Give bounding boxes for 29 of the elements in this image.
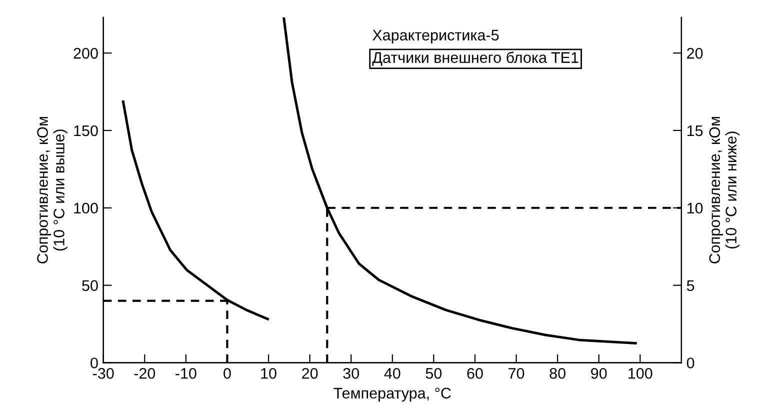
text: Датчики внешнего блока TE1 bbox=[372, 52, 578, 66]
x-tick-label: -20 bbox=[134, 368, 156, 379]
y2-tick-label: 20 bbox=[687, 48, 703, 59]
y-tick-label: 150 bbox=[74, 125, 98, 136]
x-tick-label: 80 bbox=[550, 368, 566, 379]
y-tick-label: 100 bbox=[74, 202, 98, 214]
y2-tick-label: 0 bbox=[686, 358, 694, 368]
x-tick-label: 20 bbox=[302, 368, 318, 379]
x-tick-label: 50 bbox=[426, 368, 442, 379]
y2-tick-label: 15 bbox=[687, 125, 703, 136]
x-tick-label: 30 bbox=[343, 368, 359, 379]
x-tick-label: 40 bbox=[384, 368, 400, 379]
x-tick-label: 90 bbox=[591, 368, 607, 379]
y-axis-title: Сопротивление, кОм (10 °C или выше) bbox=[37, 117, 68, 264]
y-tick-label: 50 bbox=[82, 280, 98, 291]
x-tick-label: 100 bbox=[628, 368, 652, 379]
y-tick-label: 0 bbox=[90, 358, 98, 368]
x-axis-title: Температура, °C bbox=[334, 388, 451, 402]
y-tick-label: 200 bbox=[74, 48, 98, 59]
y2-tick-label: 5 bbox=[686, 280, 694, 291]
text: Характеристика-5 bbox=[372, 30, 499, 44]
x-tick-label: -10 bbox=[176, 368, 196, 379]
x-tick-label: 70 bbox=[508, 368, 524, 379]
y2-axis-title: Сопротивление, кОм (10 °C или ниже) bbox=[709, 117, 740, 264]
x-tick-label: -30 bbox=[92, 368, 114, 379]
x-tick-label: 10 bbox=[261, 368, 276, 379]
y2-tick-label: 10 bbox=[687, 202, 703, 214]
x-tick-label: 0 bbox=[224, 368, 231, 379]
x-tick-label: 60 bbox=[467, 368, 483, 379]
